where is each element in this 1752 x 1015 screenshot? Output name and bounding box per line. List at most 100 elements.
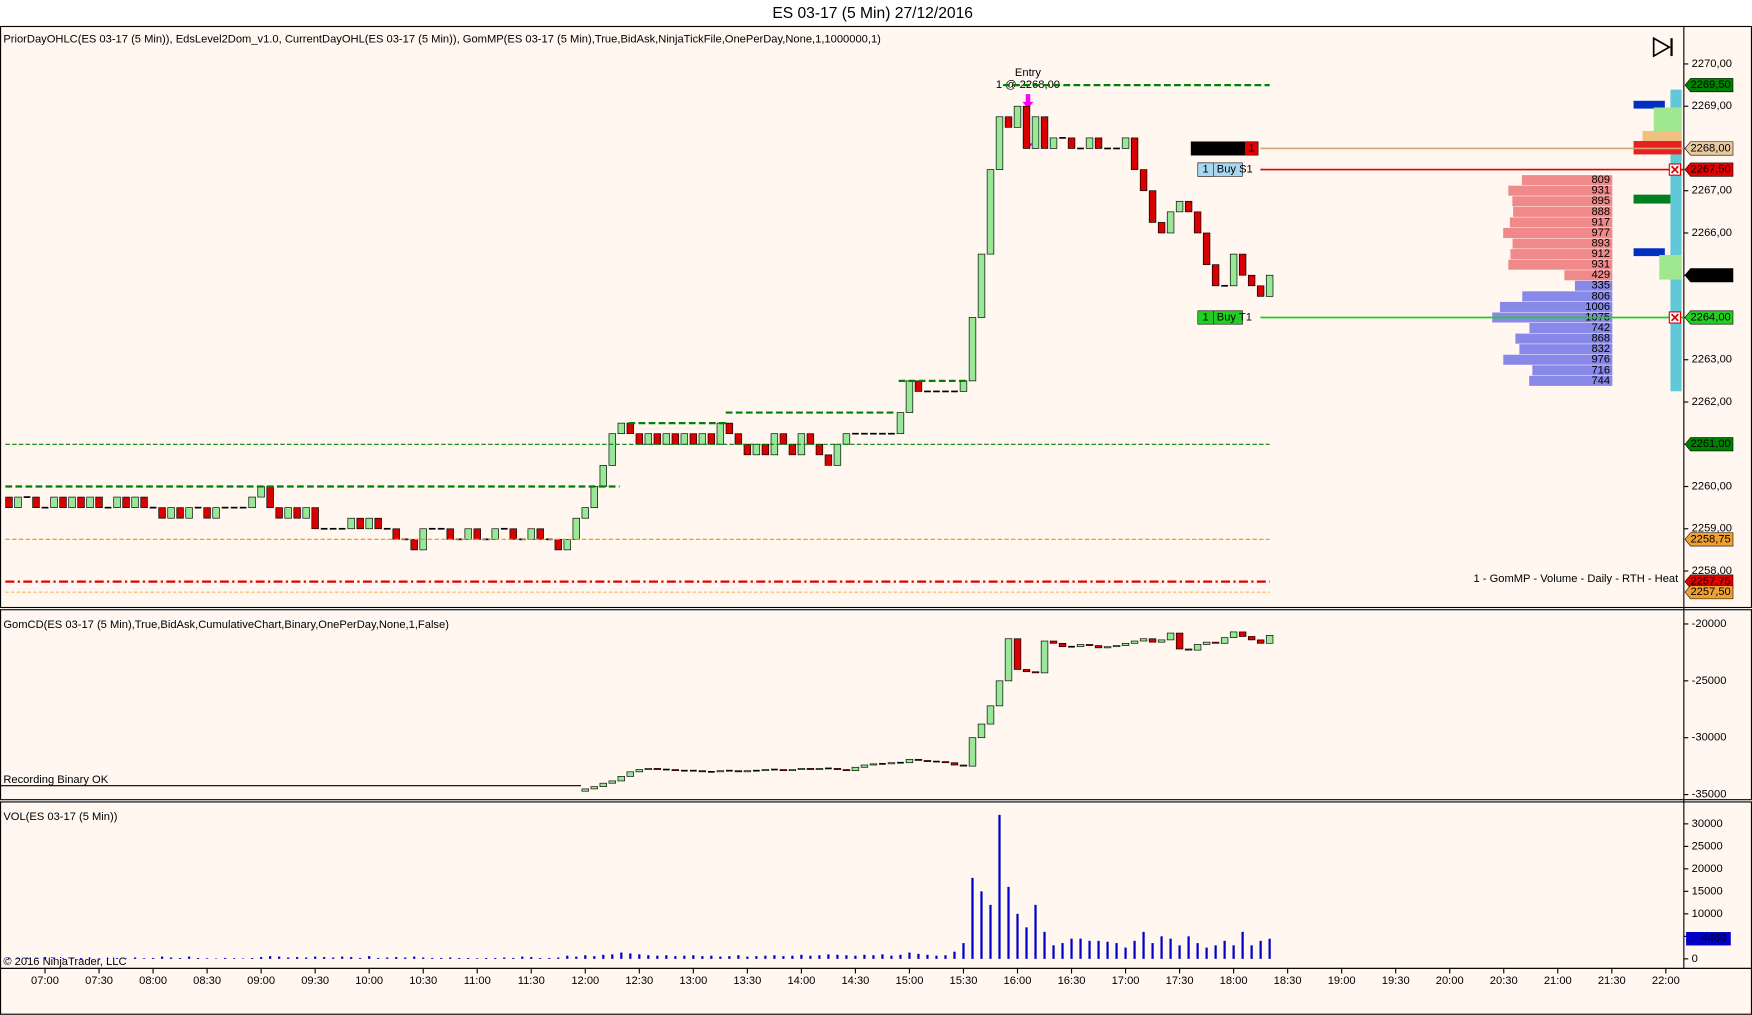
y-tick-label: -35000	[1692, 789, 1727, 801]
dom-bar	[1512, 196, 1613, 207]
candle	[1202, 232, 1211, 266]
candle	[905, 380, 914, 413]
order-chip[interactable]: Buy S1 1	[1197, 162, 1684, 177]
y-tick-label: 2266,00	[1692, 227, 1732, 239]
candle	[959, 764, 968, 767]
dom-label: 832	[1591, 343, 1610, 355]
candle	[392, 528, 400, 540]
price-marker	[1684, 437, 1734, 452]
candle	[32, 496, 40, 508]
x-tick-label: 14:30	[841, 975, 869, 987]
candle	[1148, 190, 1157, 223]
dom-label: 888	[1591, 206, 1610, 218]
candle	[5, 496, 13, 508]
y-tick-label: 2262,00	[1692, 396, 1732, 408]
candle	[734, 433, 743, 445]
button-icon	[1652, 36, 1672, 58]
candle	[167, 507, 175, 519]
candle	[1220, 637, 1229, 644]
candle	[158, 507, 166, 519]
candle	[1004, 638, 1013, 682]
x-tick-label: 20:00	[1436, 975, 1464, 987]
order-qty-box	[1244, 141, 1259, 156]
dom-bar	[1564, 270, 1613, 281]
candle	[617, 422, 625, 435]
dom-bar	[1499, 301, 1613, 312]
x-tick-label: 11:30	[518, 975, 545, 987]
profile-cell	[1642, 130, 1682, 143]
candle	[635, 769, 644, 773]
x-tick-label: 10:00	[355, 975, 383, 987]
entry-arrow	[1022, 94, 1034, 109]
candle	[113, 496, 121, 508]
candle	[779, 769, 788, 772]
x-tick-label: 09:30	[301, 975, 329, 987]
x-tick-label: 10:30	[409, 975, 437, 987]
y-tick-label: 2267,00	[1692, 185, 1732, 197]
candle	[563, 538, 571, 551]
candle	[599, 782, 607, 787]
candle	[1121, 137, 1130, 149]
price-marker	[1684, 268, 1734, 283]
candle	[608, 780, 616, 784]
candle	[833, 768, 842, 770]
candle	[626, 771, 635, 777]
dom-label: 868	[1591, 333, 1610, 345]
candle	[1157, 639, 1166, 643]
candle	[590, 786, 598, 790]
dom-label: 977	[1591, 227, 1610, 239]
candle	[608, 433, 616, 466]
candle	[941, 761, 950, 764]
candle	[1238, 631, 1247, 637]
candle	[824, 454, 833, 466]
candle	[788, 443, 797, 456]
candle	[248, 496, 256, 508]
candle	[1067, 137, 1076, 149]
candle	[131, 496, 139, 508]
dom-bar	[1515, 333, 1613, 344]
order-chip[interactable]: Buy T1 1	[1197, 310, 1684, 325]
y-tick-label: 0	[1692, 953, 1698, 965]
candle	[986, 169, 995, 255]
candle	[860, 764, 869, 768]
candle	[1085, 644, 1094, 646]
candle	[986, 705, 995, 725]
candle	[473, 528, 481, 540]
candle	[761, 443, 770, 456]
price-indicators-label: PriorDayOHLC(ES 03-17 (5 Min)), EdsLevel…	[3, 33, 881, 45]
candle	[743, 443, 752, 456]
dom-bar	[1529, 323, 1613, 334]
x-tick-label: 13:30	[733, 975, 761, 987]
order-close-x	[1670, 165, 1679, 174]
candle	[734, 770, 743, 773]
candle	[725, 422, 734, 435]
price-marker-label: 2268,00	[1690, 142, 1730, 154]
candle	[644, 768, 653, 770]
order-chip[interactable]: $150,00 1	[1190, 141, 1684, 156]
candle	[842, 769, 851, 772]
x-tick-label: 08:00	[139, 975, 167, 987]
candle	[1139, 638, 1148, 642]
y-tick-label: 2269,00	[1692, 100, 1732, 112]
scroll-end-button[interactable]	[1650, 35, 1675, 60]
candle	[752, 443, 761, 456]
candle	[1004, 116, 1013, 128]
y-tick-label: 30000	[1692, 818, 1723, 830]
profile-cell	[1633, 194, 1671, 204]
candle	[536, 528, 544, 540]
candle	[1256, 285, 1265, 297]
candle	[788, 769, 797, 772]
x-tick-label: 12:00	[571, 975, 599, 987]
candle	[1175, 200, 1184, 213]
candle	[653, 433, 662, 445]
candle	[293, 507, 301, 519]
price-marker	[1684, 141, 1734, 156]
candle	[1031, 671, 1040, 674]
price-marker	[1684, 585, 1734, 600]
dom-bar	[1532, 365, 1613, 376]
candle	[1184, 200, 1193, 213]
candle	[743, 770, 752, 773]
candle	[617, 776, 625, 782]
price-marker-label: 2261,00	[1690, 438, 1730, 450]
candle	[464, 528, 472, 540]
